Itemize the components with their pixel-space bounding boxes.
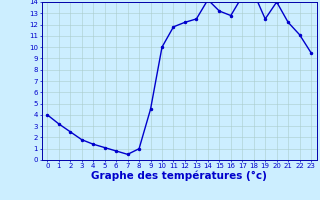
X-axis label: Graphe des températures (°c): Graphe des températures (°c) <box>91 171 267 181</box>
